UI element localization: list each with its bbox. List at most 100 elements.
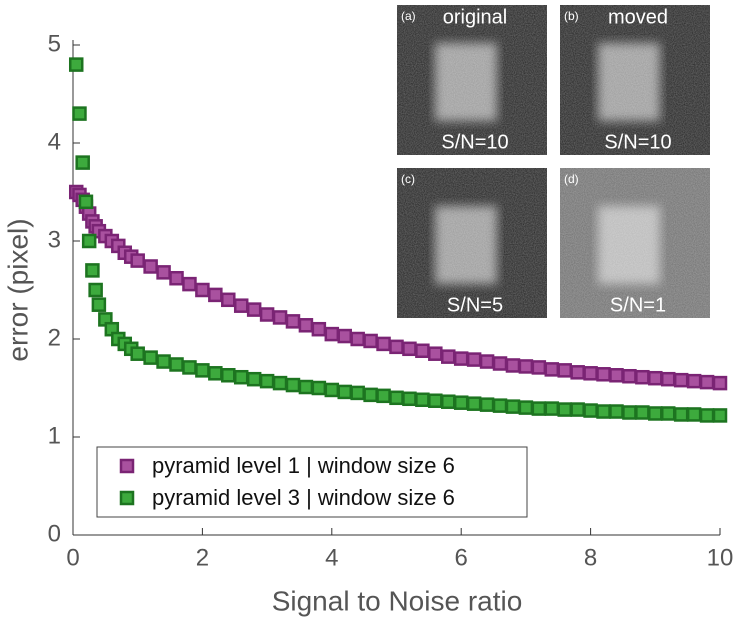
marker (350, 331, 365, 347)
marker (441, 394, 456, 409)
marker (415, 392, 430, 408)
marker (428, 393, 443, 408)
marker (505, 399, 521, 414)
marker (466, 396, 482, 411)
y-tick-label: 5 (48, 30, 61, 57)
inset-noise (397, 5, 547, 155)
marker (143, 350, 158, 365)
marker (531, 401, 547, 416)
marker (699, 408, 715, 423)
marker (376, 336, 391, 352)
inset-caption: S/N=1 (610, 294, 666, 316)
marker (544, 401, 560, 416)
inset-noise (560, 168, 710, 318)
marker (609, 404, 624, 419)
marker (78, 194, 94, 210)
marker (622, 368, 637, 384)
legend-label: pyramid level 1 | window size 6 (152, 453, 455, 478)
marker (376, 388, 391, 404)
marker (686, 407, 702, 422)
marker (363, 333, 378, 349)
marker (337, 384, 352, 400)
marker (557, 363, 572, 378)
marker (85, 263, 100, 278)
marker (298, 318, 314, 333)
marker (557, 402, 572, 417)
marker (350, 385, 365, 401)
inset-caption: S/N=10 (604, 131, 671, 153)
marker (298, 379, 314, 395)
inset-title: original (443, 6, 507, 28)
x-tick-label: 2 (196, 544, 209, 571)
marker (583, 366, 598, 381)
marker (272, 310, 288, 325)
x-tick-label: 10 (707, 544, 734, 571)
marker (635, 369, 650, 385)
legend-marker (119, 458, 135, 474)
marker (453, 351, 469, 366)
inset-tag: (c) (401, 172, 415, 186)
marker (259, 307, 275, 322)
marker (402, 341, 417, 357)
marker (285, 377, 301, 393)
inset-image: (d) S/N=1 (560, 168, 710, 318)
x-tick-label: 8 (584, 544, 597, 571)
marker (660, 406, 676, 421)
y-tick-label: 1 (48, 422, 61, 449)
marker (622, 405, 637, 420)
marker (72, 106, 87, 121)
inset-noise (397, 168, 547, 318)
marker (479, 397, 495, 412)
marker (233, 298, 249, 313)
x-axis-label: Signal to Noise ratio (272, 585, 523, 616)
marker (673, 372, 689, 388)
marker (518, 400, 534, 415)
marker (492, 398, 508, 413)
legend-marker (119, 490, 135, 506)
marker (570, 402, 585, 417)
y-tick-label: 4 (48, 128, 61, 155)
marker (208, 287, 223, 303)
marker (324, 326, 340, 342)
marker (570, 365, 585, 380)
inset-noise (560, 5, 710, 155)
marker (428, 346, 443, 361)
marker (441, 349, 456, 364)
marker (505, 358, 521, 373)
marker (531, 360, 547, 375)
inset-caption: S/N=10 (441, 131, 508, 153)
marker (466, 352, 482, 367)
marker (156, 265, 171, 280)
marker (311, 321, 327, 337)
inset-image: (b) moved S/N=10 (560, 5, 710, 155)
marker (68, 57, 84, 72)
marker (648, 370, 663, 386)
marker (88, 282, 103, 298)
marker (389, 390, 404, 406)
inset-title: moved (608, 6, 668, 28)
marker (712, 408, 728, 423)
marker (712, 375, 728, 391)
marker (363, 387, 378, 403)
marker (91, 297, 107, 312)
marker (609, 368, 624, 383)
inset-caption: S/N=5 (447, 294, 503, 316)
marker (660, 371, 676, 387)
marker (337, 328, 352, 344)
marker (518, 359, 534, 374)
marker (402, 391, 417, 407)
marker (130, 346, 145, 361)
marker (686, 373, 702, 389)
marker (648, 406, 663, 421)
marker (492, 356, 508, 371)
marker (389, 339, 404, 355)
marker (246, 371, 262, 387)
marker (285, 314, 301, 329)
marker (169, 357, 184, 372)
legend-label: pyramid level 3 | window size 6 (152, 485, 455, 510)
marker (272, 375, 288, 391)
marker (246, 302, 262, 317)
y-tick-label: 2 (48, 324, 61, 351)
marker (479, 354, 495, 369)
